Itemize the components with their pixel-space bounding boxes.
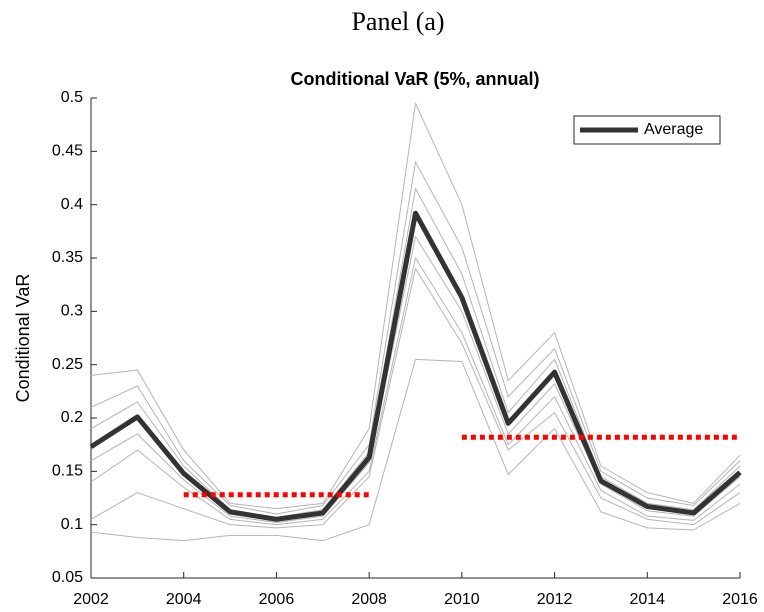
- panel-label: Panel (a): [351, 7, 444, 36]
- series-line: [90, 188, 741, 518]
- series-line: [90, 161, 741, 515]
- series-line: [90, 257, 741, 526]
- chart-title: Conditional VaR (5%, annual): [290, 69, 539, 89]
- y-axis-label: Conditional VaR: [13, 274, 33, 403]
- series-line: [90, 358, 741, 542]
- y-tick-label: 0.45: [52, 143, 83, 160]
- y-tick-label: 0.05: [52, 569, 83, 586]
- x-tick-label: 2008: [351, 591, 387, 608]
- series-line: [90, 236, 741, 524]
- y-tick-label: 0.2: [61, 409, 83, 426]
- x-tick-label: 2014: [629, 591, 665, 608]
- series-line: [90, 102, 741, 510]
- legend-label: Average: [644, 121, 703, 138]
- x-tick-label: 2010: [444, 591, 480, 608]
- x-tick-label: 2004: [166, 591, 202, 608]
- y-tick-label: 0.5: [61, 89, 83, 106]
- y-tick-label: 0.25: [52, 356, 83, 373]
- x-tick-label: 2002: [73, 591, 109, 608]
- y-tick-label: 0.4: [61, 196, 83, 213]
- y-tick-label: 0.35: [52, 249, 83, 266]
- x-tick-label: 2012: [537, 591, 573, 608]
- x-tick-label: 2016: [722, 591, 758, 608]
- y-tick-label: 0.1: [61, 516, 83, 533]
- average-line: [89, 210, 742, 522]
- y-tick-label: 0.15: [52, 463, 83, 480]
- series-line: [90, 268, 741, 529]
- y-tick-label: 0.3: [61, 303, 83, 320]
- x-tick-label: 2006: [259, 591, 295, 608]
